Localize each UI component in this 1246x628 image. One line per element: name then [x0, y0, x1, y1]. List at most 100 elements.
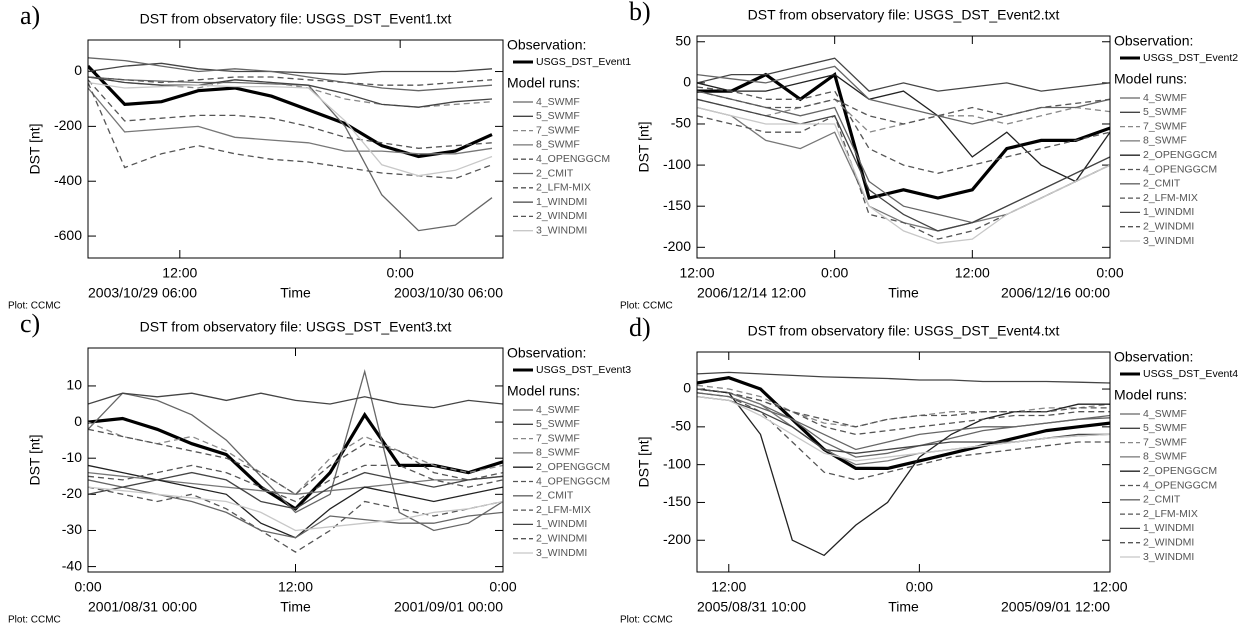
y-tick-label: -150: [663, 197, 691, 213]
legend-label: 7_SWMF: [536, 432, 580, 444]
y-tick-label: -600: [54, 227, 82, 243]
x-start-label: 2003/10/29 06:00: [88, 285, 197, 301]
y-axis-label: DST [nt]: [636, 436, 652, 487]
x-tick-label: 0:00: [821, 265, 848, 281]
model-line: [697, 90, 1110, 125]
legend-label: 2_CMIT: [536, 490, 574, 502]
chart-title: DST from observatory file: USGS_DST_Even…: [140, 11, 452, 27]
model-line: [88, 76, 493, 108]
y-tick-label: -10: [62, 449, 82, 465]
series-group: [88, 57, 493, 232]
legend-label: 3_WINDMI: [536, 224, 587, 236]
y-tick-label: -50: [671, 115, 691, 131]
legend-label: 8_SWMF: [536, 447, 580, 459]
model-line: [697, 106, 1110, 232]
legend-heading: Model runs:: [1114, 71, 1187, 87]
model-line: [697, 395, 1110, 454]
model-line: [697, 388, 1110, 436]
model-line: [697, 395, 1110, 462]
y-tick-label: -200: [663, 238, 691, 254]
model-line: [697, 384, 1110, 428]
model-line: [697, 73, 1110, 183]
model-line: [697, 98, 1110, 232]
y-axis-label: DST [nt]: [27, 123, 43, 174]
y-tick-label: -100: [663, 156, 691, 172]
legend-label: 4_OPENGGCM: [536, 153, 610, 165]
x-tick-label: 0:00: [906, 579, 933, 595]
legend-label: 5_SWMF: [536, 418, 580, 430]
y-tick-label: 50: [675, 32, 691, 48]
y-axis-label: DST [nt]: [27, 434, 43, 485]
series-group: [697, 57, 1110, 244]
legend-label: 8_SWMF: [1143, 451, 1187, 463]
model-line: [697, 392, 1110, 451]
x-tick-label: 0:00: [74, 579, 101, 595]
legend-label: 7_SWMF: [536, 124, 580, 136]
legend-label: 1_WINDMI: [1143, 522, 1194, 534]
model-line: [697, 98, 1110, 133]
legend-label: 1_WINDMI: [536, 196, 587, 208]
legend-label: 5_SWMF: [1143, 422, 1187, 434]
y-tick-label: -400: [54, 172, 82, 188]
panel-label: b): [629, 0, 651, 26]
credit: Plot: CCMC: [8, 301, 61, 312]
plot-frame: [696, 35, 1111, 259]
y-tick-label: -50: [671, 418, 691, 434]
series-group: [88, 368, 503, 553]
y-tick-label: -100: [663, 455, 691, 471]
credit: Plot: CCMC: [8, 615, 61, 626]
model-line: [88, 471, 503, 510]
panel-label: a): [20, 1, 40, 30]
legend-label: 7_SWMF: [1143, 120, 1187, 132]
model-line: [88, 421, 503, 496]
x-axis-label: Time: [280, 599, 311, 615]
legend-label: 1_WINDMI: [1143, 206, 1194, 218]
model-line: [697, 90, 1110, 224]
model-line: [88, 82, 493, 180]
x-axis-label: Time: [888, 285, 919, 301]
legend-label: 2_CMIT: [1143, 494, 1181, 506]
y-tick-label: 0: [683, 74, 691, 90]
legend-label: 4_SWMF: [1143, 408, 1187, 420]
credit: Plot: CCMC: [620, 301, 673, 312]
legend-label: 8_SWMF: [536, 139, 580, 151]
x-tick-label: 12:00: [955, 265, 990, 281]
model-line: [88, 392, 503, 409]
x-axis-label: Time: [888, 599, 919, 615]
legend-label: USGS_DST_Event4: [1143, 368, 1238, 380]
legend-label: 1_WINDMI: [536, 518, 587, 530]
model-line: [88, 57, 493, 92]
chart-title: DST from observatory file: USGS_DST_Even…: [140, 319, 452, 335]
legend-label: 4_SWMF: [536, 404, 580, 416]
legend-label: 2_OPENGGCM: [1143, 465, 1217, 477]
model-line: [697, 392, 1110, 481]
x-end-label: 2001/09/01 00:00: [394, 599, 503, 615]
x-end-label: 2005/09/01 12:00: [1001, 599, 1110, 615]
legend-heading: Model runs:: [1114, 387, 1187, 403]
x-axis-label: Time: [280, 285, 311, 301]
legend-heading: Observation:: [1114, 33, 1193, 49]
x-start-label: 2005/08/31 10:00: [697, 599, 806, 615]
model-line: [88, 368, 503, 532]
model-line: [88, 428, 503, 496]
x-start-label: 2006/12/14 12:00: [697, 285, 806, 301]
x-end-label: 2003/10/30 06:00: [394, 285, 503, 301]
legend-label: 4_OPENGGCM: [1143, 479, 1217, 491]
legend-heading: Model runs:: [507, 383, 580, 399]
legend-label: 2_LFM-MIX: [1143, 508, 1198, 520]
x-tick-label: 0:00: [1096, 265, 1123, 281]
model-line: [697, 57, 1110, 92]
model-line: [88, 62, 493, 75]
plot-frame: [87, 39, 504, 259]
y-tick-label: 0: [683, 380, 691, 396]
model-line: [88, 87, 493, 155]
x-tick-label: 12:00: [711, 579, 746, 595]
legend-label: 8_SWMF: [1143, 135, 1187, 147]
legend-label: 4_SWMF: [1143, 92, 1187, 104]
legend-label: 5_SWMF: [1143, 106, 1187, 118]
plot-frame: [696, 351, 1111, 573]
credit: Plot: CCMC: [620, 615, 673, 626]
model-line: [697, 86, 1110, 174]
legend-label: 4_OPENGGCM: [1143, 163, 1217, 175]
